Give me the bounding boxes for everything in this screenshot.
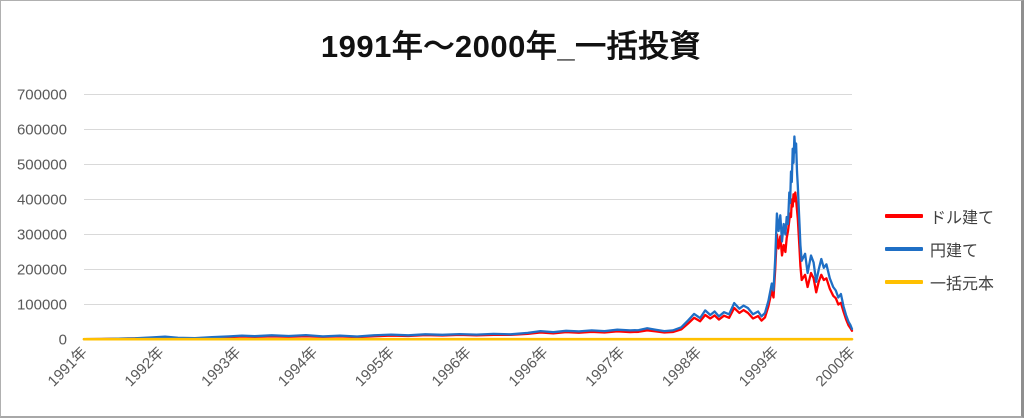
x-tick-label: 1996年 [429, 344, 475, 390]
dollar-line-swatch-icon [885, 213, 923, 218]
series-line-yen [82, 135, 854, 341]
y-axis-labels: 0 100000 200000 300000 400000 500000 600000 700… [17, 87, 67, 349]
yen-line-swatch-icon [885, 246, 923, 251]
y-tick-label: 400000 [17, 192, 67, 209]
y-tick-label: 700000 [17, 87, 67, 104]
y-tick-label: 200000 [17, 262, 67, 279]
x-tick-label: 2000年 [813, 344, 859, 390]
gridlines [84, 94, 852, 340]
x-tick-label: 1999年 [736, 344, 782, 390]
x-tick-label: 1991年 [45, 344, 91, 390]
x-tick-label: 1993年 [198, 344, 244, 390]
x-tick-label: 1994年 [275, 344, 321, 390]
legend-label-principal: 一括元本 [930, 275, 995, 293]
y-tick-label: 0 [59, 332, 67, 349]
y-tick-label: 100000 [17, 297, 67, 314]
x-tick-label: 1992年 [121, 344, 167, 390]
principal-line-swatch-icon [885, 279, 923, 284]
x-axis-labels: 1991年 1992年 1993年 1994年 1995年 1996年 1996年 1997年… [45, 344, 859, 390]
chart-title: 1991年～2000年_一括投資 [320, 29, 702, 64]
x-tick-label: 1995年 [352, 344, 398, 390]
legend-item-principal: 一括元本 [885, 265, 1021, 298]
legend-label-yen: 円建て [930, 242, 979, 260]
x-tick-label: 1997年 [582, 344, 628, 390]
y-tick-label: 300000 [17, 227, 67, 244]
x-tick-label: 1996年 [505, 344, 551, 390]
legend-item-dollar: ドル建て [885, 199, 1021, 232]
y-tick-label: 600000 [17, 122, 67, 139]
x-tick-label: 1998年 [659, 344, 705, 390]
legend-label-dollar: ドル建て [930, 209, 995, 227]
y-tick-label: 500000 [17, 157, 67, 174]
chart-legend: ドル建て 円建て 一括元本 [885, 199, 1021, 298]
legend-item-yen: 円建て [885, 232, 1021, 265]
series-line-dollar [82, 191, 854, 341]
